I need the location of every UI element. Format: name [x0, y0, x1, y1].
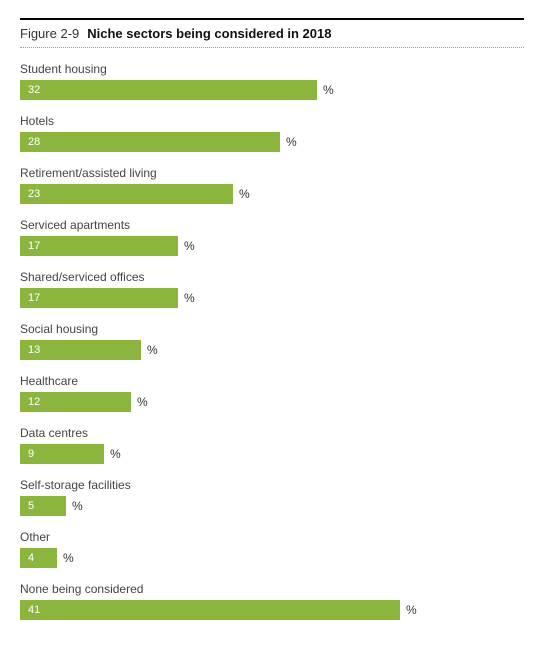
bar-value: 17 — [28, 240, 40, 252]
unit-label: % — [286, 135, 297, 149]
bar-value: 12 — [28, 396, 40, 408]
unit-label: % — [406, 603, 417, 617]
bar: 23 — [20, 184, 233, 204]
bar-row: Healthcare 12% — [20, 374, 524, 412]
unit-label: % — [137, 395, 148, 409]
bar-wrap: 17% — [20, 236, 524, 256]
unit-label: % — [323, 83, 334, 97]
bar-wrap: 17% — [20, 288, 524, 308]
unit-label: % — [72, 499, 83, 513]
bar-row: Serviced apartments 17% — [20, 218, 524, 256]
bar: 4 — [20, 548, 57, 568]
figure-title: Niche sectors being considered in 2018 — [87, 26, 331, 41]
unit-label: % — [147, 343, 158, 357]
bar-wrap: 23% — [20, 184, 524, 204]
unit-label: % — [110, 447, 121, 461]
bar-value: 17 — [28, 292, 40, 304]
bar: 41 — [20, 600, 400, 620]
bar: 13 — [20, 340, 141, 360]
category-label: Data centres — [20, 426, 524, 440]
category-label: Hotels — [20, 114, 524, 128]
figure-number: Figure 2-9 — [20, 26, 79, 41]
bar-wrap: 4% — [20, 548, 524, 568]
category-label: Student housing — [20, 62, 524, 76]
category-label: Serviced apartments — [20, 218, 524, 232]
bar-wrap: 13% — [20, 340, 524, 360]
category-label: Shared/serviced offices — [20, 270, 524, 284]
bar-value: 41 — [28, 604, 40, 616]
bar-wrap: 9% — [20, 444, 524, 464]
unit-label: % — [184, 239, 195, 253]
bar-row: None being considered 41% — [20, 582, 524, 620]
bar-value: 13 — [28, 344, 40, 356]
unit-label: % — [63, 551, 74, 565]
bar-row: Self-storage facilities 5% — [20, 478, 524, 516]
bar-row: Social housing 13% — [20, 322, 524, 360]
bar-value: 28 — [28, 136, 40, 148]
bar: 32 — [20, 80, 317, 100]
category-label: None being considered — [20, 582, 524, 596]
bar: 12 — [20, 392, 131, 412]
bar-chart: Student housing32%Hotels28%Retirement/as… — [20, 62, 524, 620]
bar-row: Other 4% — [20, 530, 524, 568]
figure-title-row: Figure 2-9 Niche sectors being considere… — [20, 26, 524, 47]
category-label: Healthcare — [20, 374, 524, 388]
category-label: Self-storage facilities — [20, 478, 524, 492]
bar: 17 — [20, 288, 178, 308]
unit-label: % — [239, 187, 250, 201]
bar-value: 23 — [28, 188, 40, 200]
bar-value: 5 — [28, 500, 34, 512]
category-label: Retirement/assisted living — [20, 166, 524, 180]
bar-row: Student housing 32% — [20, 62, 524, 100]
bar-wrap: 32% — [20, 80, 524, 100]
bar-value: 9 — [28, 448, 34, 460]
bar-value: 4 — [28, 552, 34, 564]
bar-row: Shared/serviced offices 17% — [20, 270, 524, 308]
bar-wrap: 41% — [20, 600, 524, 620]
bar: 9 — [20, 444, 104, 464]
bar-wrap: 12% — [20, 392, 524, 412]
category-label: Other — [20, 530, 524, 544]
bar-row: Retirement/assisted living 23% — [20, 166, 524, 204]
bar-value: 32 — [28, 84, 40, 96]
bar-row: Data centres 9% — [20, 426, 524, 464]
bar: 28 — [20, 132, 280, 152]
top-rule — [20, 18, 524, 20]
bar: 5 — [20, 496, 66, 516]
unit-label: % — [184, 291, 195, 305]
bar: 17 — [20, 236, 178, 256]
bar-wrap: 28% — [20, 132, 524, 152]
dotted-divider — [20, 47, 524, 48]
category-label: Social housing — [20, 322, 524, 336]
bar-wrap: 5% — [20, 496, 524, 516]
bar-row: Hotels 28% — [20, 114, 524, 152]
